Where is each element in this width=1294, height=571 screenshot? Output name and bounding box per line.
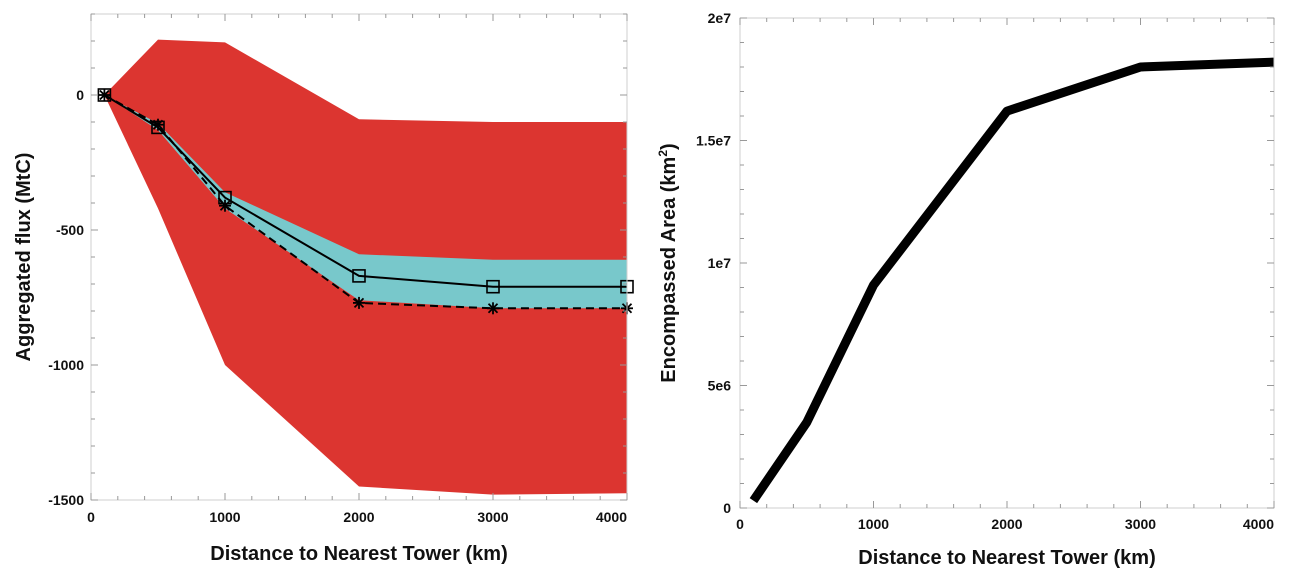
- y-tick-label: 0: [723, 500, 731, 516]
- x-tick-label: 0: [736, 516, 744, 532]
- y-tick-label: 1e7: [708, 255, 732, 271]
- right-y-axis-title-main: Encompassed Area (km: [658, 157, 680, 383]
- right-y-axis-title: Encompassed Area (km2): [656, 143, 680, 382]
- x-tick-label: 1000: [858, 516, 889, 532]
- y-tick-label: 1.5e7: [696, 133, 731, 149]
- x-tick-label: 2000: [991, 516, 1022, 532]
- asterisk-marker: [487, 302, 499, 315]
- encompassed-area-chart: 0 1000 2000 3000 4000 0 5e6 1e7 1.5e7 2e7 Distan…: [656, 10, 1275, 569]
- y-tick-label: 2e7: [708, 10, 732, 26]
- right-minor-ticks: [739, 17, 1275, 509]
- left-x-tick-labels: 0 1000 2000 3000 4000: [87, 509, 627, 525]
- right-data-layer: [749, 57, 1275, 504]
- right-y-tick-labels: 0 5e6 1e7 1.5e7 2e7: [696, 10, 731, 516]
- right-plot-area: [740, 18, 1274, 508]
- x-tick-label: 4000: [1243, 516, 1274, 532]
- x-tick-label: 2000: [343, 509, 374, 525]
- left-data-layer: [97, 39, 634, 495]
- asterisk-marker: [152, 118, 164, 131]
- left-y-tick-labels: 0 -500 -1000 -1500: [48, 87, 84, 508]
- x-tick-label: 4000: [596, 509, 627, 525]
- left-minor-ticks: [90, 13, 628, 501]
- right-x-axis-title: Distance to Nearest Tower (km): [858, 547, 1156, 569]
- asterisk-marker: [98, 89, 111, 101]
- asterisk-marker: [219, 199, 231, 212]
- square-marker: [486, 279, 500, 294]
- x-tick-label: 3000: [477, 509, 508, 525]
- y-tick-label: -1000: [48, 357, 84, 373]
- left-x-axis-title: Distance to Nearest Tower (km): [210, 543, 508, 565]
- x-tick-label: 0: [87, 509, 95, 525]
- x-tick-label: 1000: [209, 509, 240, 525]
- x-tick-label: 3000: [1125, 516, 1156, 532]
- y-tick-label: -1500: [48, 492, 84, 508]
- asterisk-marker: [353, 296, 365, 309]
- y-tick-label: -500: [56, 222, 84, 238]
- area-series-line: [749, 57, 1275, 504]
- series-line-dashed: [103, 94, 627, 310]
- square-marker: [352, 269, 366, 283]
- aggregated-flux-chart: 0 1000 2000 3000 4000 0 -500 -1000 -1500 Distan…: [13, 13, 634, 565]
- right-x-tick-labels: 0 1000 2000 3000 4000: [736, 516, 1274, 532]
- series-line-solid: [103, 94, 627, 288]
- y-tick-label: 0: [76, 87, 84, 103]
- right-y-axis-title-sup: 2: [656, 150, 670, 157]
- y-tick-label: 5e6: [708, 378, 732, 394]
- right-y-axis-title-suffix: ): [658, 143, 680, 150]
- left-y-axis-title: Aggregated flux (MtC): [13, 153, 35, 362]
